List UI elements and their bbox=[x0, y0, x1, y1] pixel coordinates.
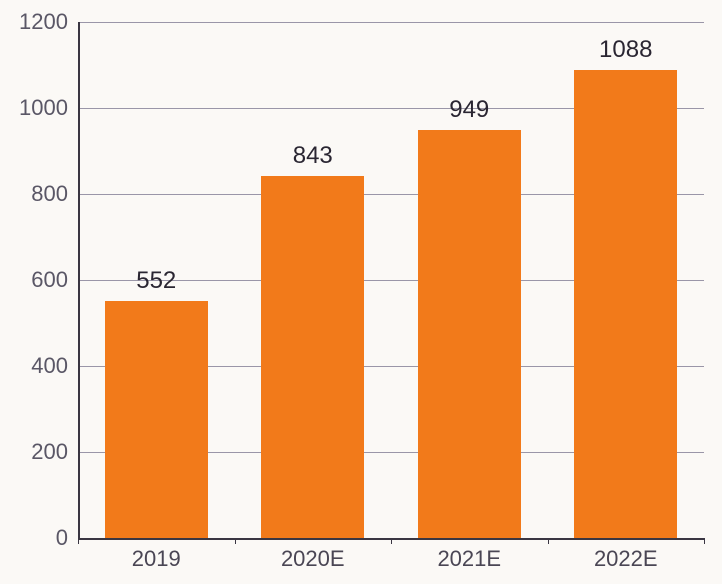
x-tick-label: 2019 bbox=[132, 538, 181, 572]
x-tick-mark bbox=[704, 538, 705, 544]
y-tick-label: 1000 bbox=[19, 95, 78, 121]
x-tick-mark bbox=[78, 538, 79, 544]
y-axis bbox=[78, 22, 80, 538]
x-tick-label: 2021E bbox=[437, 538, 501, 572]
y-tick-label: 600 bbox=[31, 267, 78, 293]
bar bbox=[105, 301, 208, 538]
y-tick-label: 1200 bbox=[19, 9, 78, 35]
y-tick-label: 400 bbox=[31, 353, 78, 379]
x-tick-label: 2020E bbox=[281, 538, 345, 572]
x-tick-mark bbox=[548, 538, 549, 544]
y-tick-label: 200 bbox=[31, 439, 78, 465]
y-tick-label: 0 bbox=[56, 525, 78, 551]
bar-value-label: 1088 bbox=[599, 36, 652, 70]
bar-chart: 0 200 400 600 800 1000 1200 552 2019 843 2020E 949 2… bbox=[0, 0, 722, 584]
bar-value-label: 949 bbox=[449, 96, 489, 130]
x-tick-mark bbox=[235, 538, 236, 544]
plot-area: 02004006008001000120055220198432020E9492… bbox=[78, 22, 704, 538]
bar bbox=[418, 130, 521, 538]
gridline bbox=[78, 22, 704, 23]
y-tick-label: 800 bbox=[31, 181, 78, 207]
bar bbox=[261, 176, 364, 538]
x-tick-label: 2022E bbox=[594, 538, 658, 572]
x-tick-mark bbox=[391, 538, 392, 544]
bar-value-label: 552 bbox=[136, 267, 176, 301]
bar-value-label: 843 bbox=[293, 142, 333, 176]
bar bbox=[574, 70, 677, 538]
